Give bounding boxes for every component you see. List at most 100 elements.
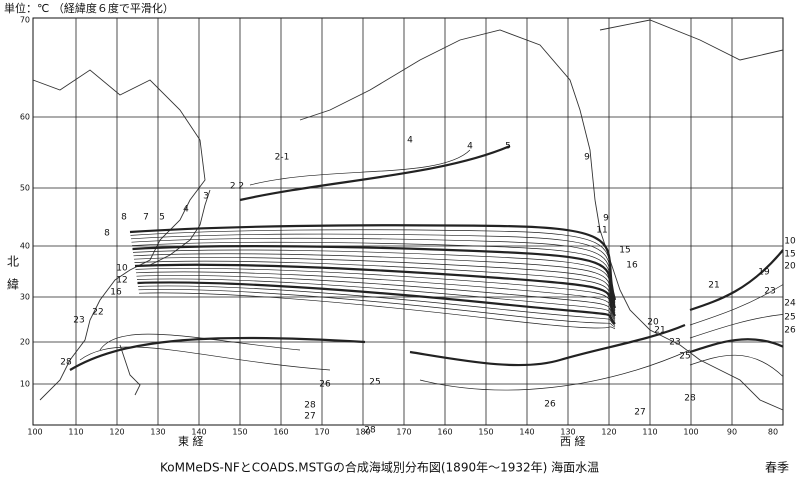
contour-label: 23 xyxy=(764,287,775,297)
contour-label: 12 xyxy=(116,276,127,286)
isotherm xyxy=(129,224,617,301)
map-frame xyxy=(32,17,784,426)
lon-tick-label: 90 xyxy=(727,428,737,437)
isotherm xyxy=(689,354,784,377)
contour-label: 27 xyxy=(304,412,315,422)
isotherm xyxy=(79,346,331,371)
contour-label: 25 xyxy=(679,352,690,362)
isotherm xyxy=(132,245,617,309)
unit-note: 単位：℃ （経緯度６度で平滑化） xyxy=(4,1,174,15)
contour-label: 11 xyxy=(596,226,607,236)
contour-label: 22 xyxy=(92,308,103,318)
contour-label: 28 xyxy=(60,358,72,368)
lat-axis-label: 緯 xyxy=(7,277,19,292)
lon-tick-label: 80 xyxy=(768,428,778,437)
contour-label: 2-1 xyxy=(275,153,290,163)
lon-tick-label: 120 xyxy=(109,428,124,437)
contour-label: 26 xyxy=(319,380,331,390)
contour-label: 26 xyxy=(544,400,556,410)
lon-axis-label: 東 経 xyxy=(178,435,204,448)
lat-tick-label: 70 xyxy=(20,16,30,25)
isotherms xyxy=(69,144,784,391)
contour-label: 19 xyxy=(758,268,770,278)
contour-label: 9 xyxy=(603,214,609,224)
contour-label: 25 xyxy=(369,378,380,388)
lon-tick-label: 140 xyxy=(519,428,534,437)
contour-label: 16 xyxy=(626,261,638,271)
lon-tick-label: 130 xyxy=(150,428,165,437)
contour-label: 4 xyxy=(407,136,413,146)
lon-tick-label: 110 xyxy=(68,428,83,437)
lat-tick-label: 40 xyxy=(20,242,30,251)
lat-axis-label: 北 xyxy=(7,255,19,269)
lon-tick-label: 110 xyxy=(642,428,657,437)
isotherm xyxy=(99,333,301,351)
contour-label: 16 xyxy=(110,288,122,298)
caption-title: KoMMeDS-NFとCOADS.MSTGの合成海域別分布図(1890年～193… xyxy=(160,460,599,475)
contour-label: 24 xyxy=(784,299,796,309)
isotherm xyxy=(419,349,691,391)
contour-label: 15 xyxy=(784,250,795,260)
contour-label: 10 xyxy=(784,237,796,247)
contour-label: 21 xyxy=(654,326,665,336)
lon-tick-label: 180 xyxy=(355,428,370,437)
lat-tick-label: 60 xyxy=(20,113,30,122)
lon-tick-label: 170 xyxy=(396,428,411,437)
alaska-coast xyxy=(299,29,596,201)
lon-tick-label: 100 xyxy=(683,428,698,437)
contour-label: 7 xyxy=(143,213,149,223)
isotherm xyxy=(689,338,784,354)
contour-label: 4 xyxy=(183,205,189,215)
contour-label: 9 xyxy=(584,153,590,163)
isotherm xyxy=(409,323,686,367)
lat-tick-label: 10 xyxy=(20,380,30,389)
caption-season: 春季 xyxy=(765,461,789,475)
contour-label: 23 xyxy=(73,316,84,326)
north-coast xyxy=(599,19,784,61)
isotherm xyxy=(689,314,784,339)
contour-label: 2 2 xyxy=(230,182,244,192)
contour-label: 20 xyxy=(784,262,796,272)
isotherm xyxy=(239,144,511,202)
lon-axis-label: 西 経 xyxy=(560,435,586,448)
contour-label: 10 xyxy=(116,264,128,274)
contour-label: 8 xyxy=(104,229,110,239)
contour-label: 5 xyxy=(159,213,165,223)
contour-label: 20 xyxy=(647,318,659,328)
contour-label: 3 xyxy=(203,192,209,202)
isotherm xyxy=(137,281,616,325)
lat-tick-label: 50 xyxy=(20,184,30,193)
lon-tick-label: 130 xyxy=(560,428,575,437)
isotherm xyxy=(138,292,616,330)
contour-label: 28 xyxy=(364,426,376,436)
lon-tick-label: 120 xyxy=(601,428,616,437)
contour-label: 27 xyxy=(634,408,645,418)
isotherm xyxy=(136,278,616,323)
contour-label: 8 xyxy=(121,213,127,223)
lon-tick-label: 160 xyxy=(273,428,288,437)
lon-tick-label: 170 xyxy=(314,428,329,437)
contour-label: 26 xyxy=(784,326,796,336)
lon-tick-label: 100 xyxy=(27,428,42,437)
contour-label: 5 xyxy=(505,142,511,152)
contour-label: 28 xyxy=(304,401,316,411)
philippines xyxy=(119,344,141,396)
contour-label: 25 xyxy=(784,313,795,323)
lat-tick-label: 30 xyxy=(20,293,30,302)
lon-tick-label: 150 xyxy=(232,428,247,437)
contour-label: 15 xyxy=(619,246,630,256)
lon-tick-label: 160 xyxy=(437,428,452,437)
america-coast xyxy=(594,199,784,411)
contour-label: 4 xyxy=(467,142,473,152)
contour-label: 28 xyxy=(684,394,696,404)
lon-tick-label: 150 xyxy=(478,428,493,437)
contour-label: 21 xyxy=(708,281,719,291)
contour-label: 23 xyxy=(669,338,680,348)
lon-tick-label: 140 xyxy=(191,428,206,437)
lat-tick-label: 20 xyxy=(20,338,30,347)
isotherm xyxy=(689,249,784,312)
isotherm xyxy=(69,336,366,371)
isotherm xyxy=(689,284,784,326)
isotherm xyxy=(132,249,616,310)
